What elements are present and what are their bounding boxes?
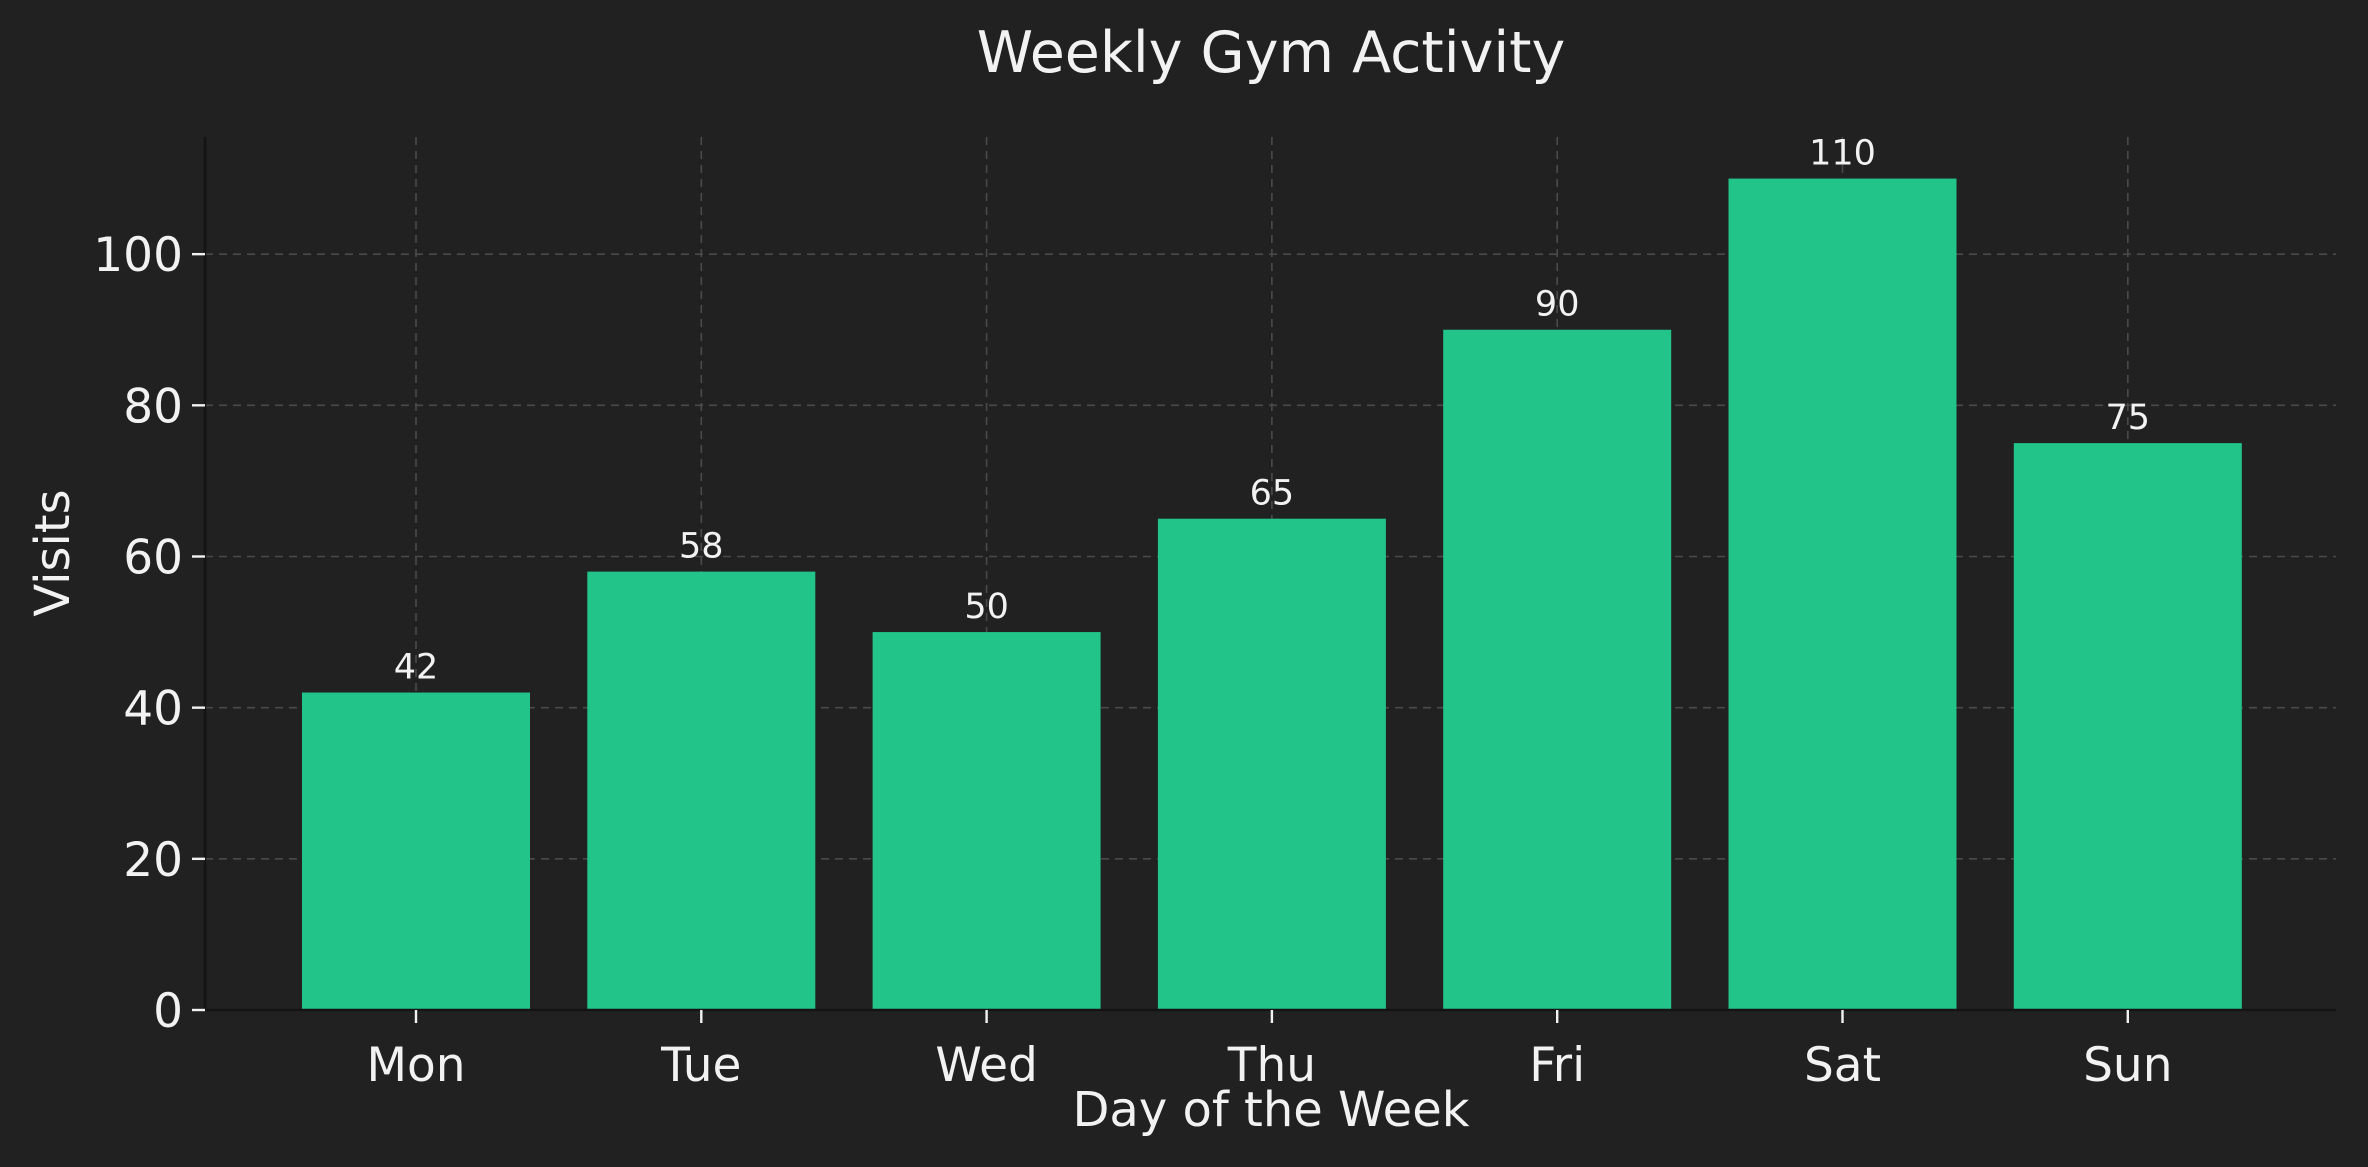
data-label: 42 <box>394 648 439 688</box>
chart-title: Weekly Gym Activity <box>977 20 1566 86</box>
data-label: 58 <box>679 527 724 567</box>
y-tick-label: 20 <box>123 833 183 888</box>
data-label: 110 <box>1809 134 1876 174</box>
x-tick-label: Sat <box>1804 1038 1881 1093</box>
data-label: 65 <box>1250 474 1295 514</box>
y-tick-label: 80 <box>123 379 183 434</box>
axes: 0 20 40 60 80 100 Mon Tue Wed Thu Fri Sat Sun <box>93 137 2336 1093</box>
x-tick-label: Mon <box>366 1038 465 1093</box>
x-tick-label: Tue <box>660 1038 741 1093</box>
data-label: 90 <box>1535 285 1580 325</box>
bar-wed <box>872 632 1101 1010</box>
x-axis-label: Day of the Week <box>1072 1082 1469 1138</box>
value-labels: 42 58 50 65 90 110 75 <box>394 134 2150 688</box>
bar-tue <box>587 571 816 1010</box>
bar-mon <box>302 692 530 1010</box>
y-tick-label: 40 <box>123 682 183 737</box>
data-label: 75 <box>2106 398 2151 438</box>
x-tick-label: Wed <box>935 1038 1037 1093</box>
y-tick-label: 100 <box>93 228 183 283</box>
bars <box>302 178 2242 1011</box>
y-tick-label: 0 <box>153 984 183 1039</box>
y-tick-label: 60 <box>123 530 183 585</box>
bar-sat <box>1728 178 1957 1011</box>
x-tick-label: Thu <box>1227 1038 1316 1093</box>
bar-fri <box>1443 329 1672 1011</box>
bar-sun <box>2013 443 2242 1010</box>
bar-thu <box>1157 518 1386 1010</box>
x-tick-label: Fri <box>1529 1038 1585 1093</box>
data-label: 50 <box>964 587 1009 627</box>
x-tick-label: Sun <box>2083 1038 2172 1093</box>
y-axis-label: Visits <box>25 489 81 616</box>
